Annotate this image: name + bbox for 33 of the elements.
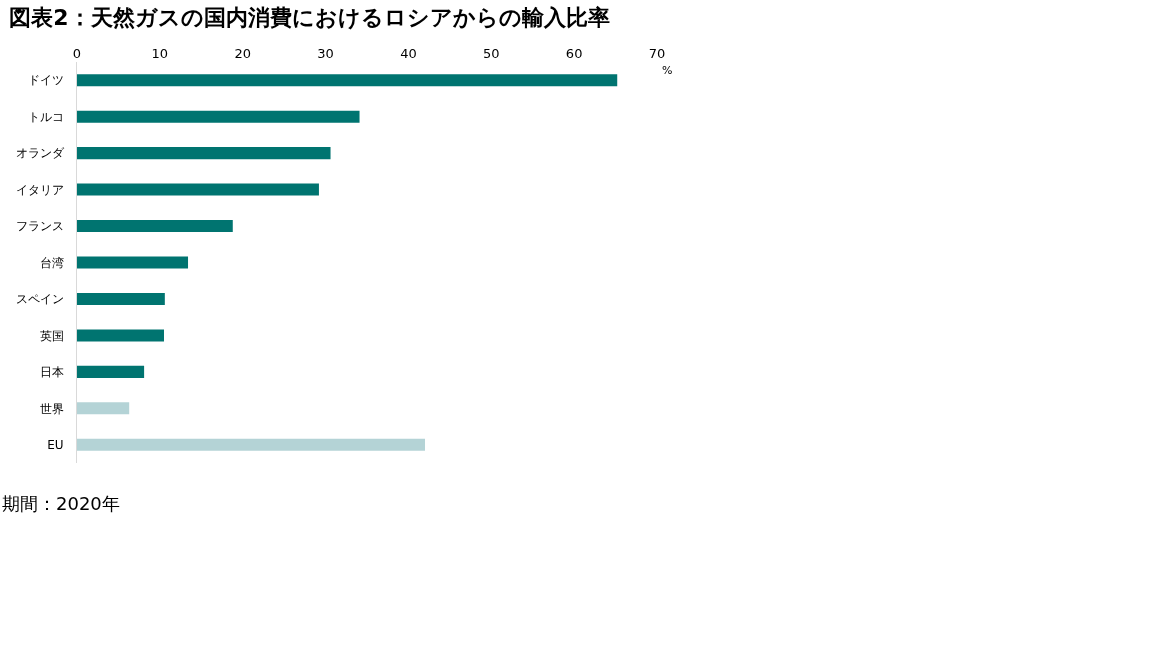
bar <box>77 110 360 123</box>
bar <box>77 74 618 87</box>
chart-title: 図表2：天然ガスの国内消費におけるロシアからの輸入比率 <box>9 5 610 31</box>
bar <box>77 438 425 451</box>
bar <box>77 365 145 378</box>
y-tick-label: 英国 <box>39 328 64 343</box>
y-tick-label: スペイン <box>15 292 64 307</box>
y-tick-label: 日本 <box>39 365 64 380</box>
x-tick-label: 40 <box>400 46 417 62</box>
y-tick-label: 世界 <box>39 401 64 416</box>
y-tick-label: ドイツ <box>27 73 64 88</box>
bar <box>77 220 233 233</box>
bar <box>77 183 319 196</box>
bar <box>77 329 164 342</box>
bar <box>77 402 130 415</box>
bar <box>77 292 165 305</box>
x-tick-label: 10 <box>151 46 169 62</box>
x-tick-label: 0 <box>72 46 82 62</box>
bar <box>77 147 331 160</box>
x-tick-label: 70 <box>648 46 666 62</box>
y-tick-label: フランス <box>15 219 64 234</box>
x-tick-label: 50 <box>483 46 500 62</box>
y-tick-label: 台湾 <box>39 255 64 270</box>
bar <box>77 256 189 269</box>
x-tick-label: 20 <box>234 46 251 62</box>
y-tick-label: オランダ <box>15 146 65 161</box>
text: 期間：2020年 <box>2 493 120 514</box>
y-tick-label: トルコ <box>27 109 64 124</box>
y-tick-label: EU <box>47 437 64 452</box>
x-tick-label: 30 <box>317 46 334 62</box>
y-tick-label: イタリア <box>15 182 64 197</box>
text: % <box>662 64 673 77</box>
x-tick-label: 60 <box>565 46 583 62</box>
